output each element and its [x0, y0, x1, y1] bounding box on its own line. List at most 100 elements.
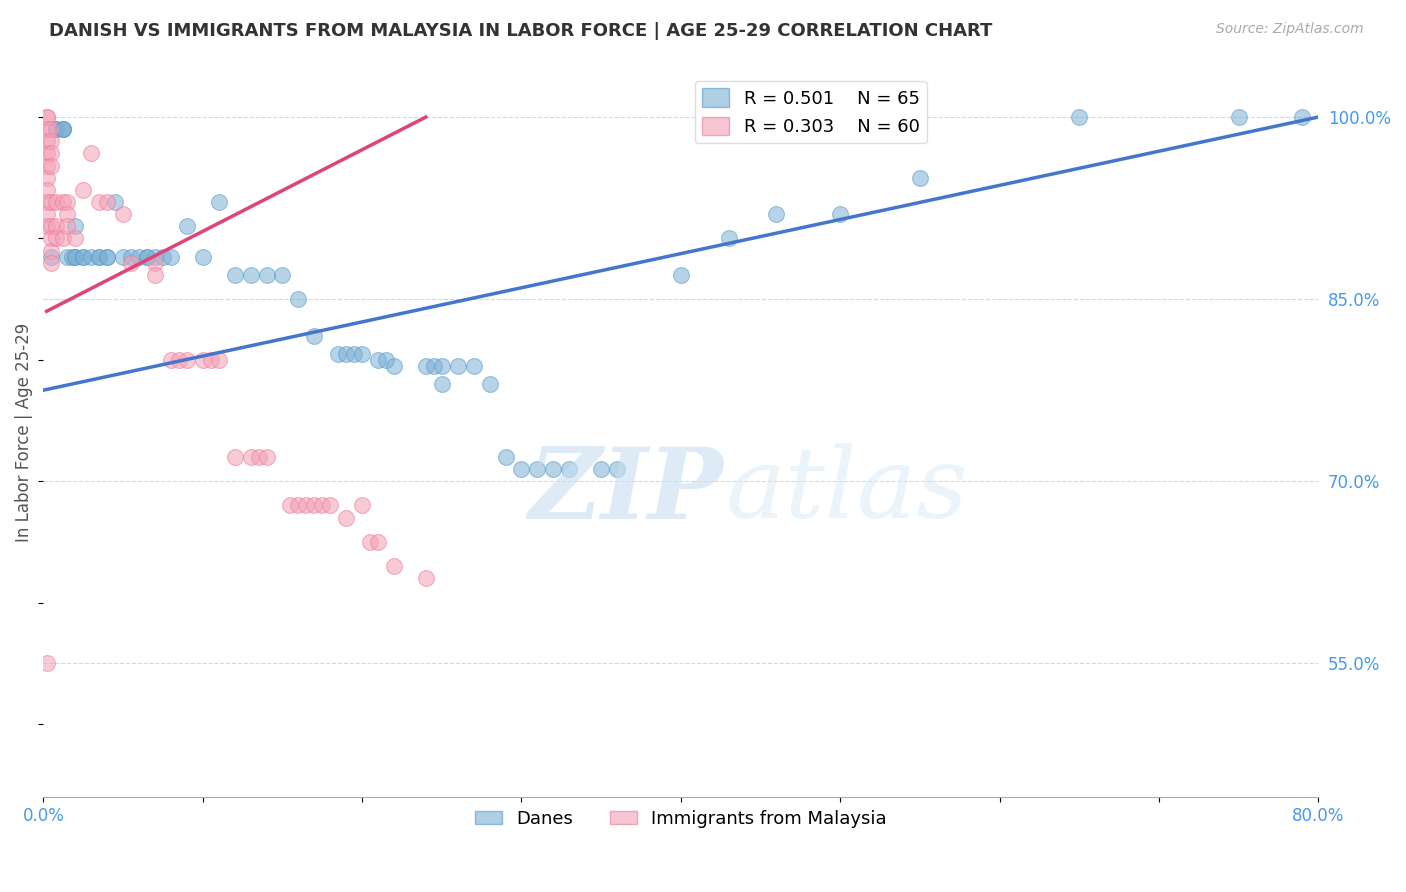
Point [200, 352, 222, 367]
Point [256, 268, 278, 282]
Text: atlas: atlas [725, 443, 969, 539]
Point [96, 194, 118, 209]
Point [35, 657, 58, 671]
Point [167, 352, 190, 367]
Point [41, 256, 63, 270]
Point [104, 194, 127, 209]
Point [765, 207, 787, 221]
Point [120, 256, 142, 270]
Point [89, 250, 111, 264]
Point [335, 347, 357, 361]
Point [1227, 110, 1250, 124]
Point [1069, 110, 1091, 124]
Point [152, 250, 174, 264]
Point [287, 499, 309, 513]
Point [35, 194, 58, 209]
Point [56, 194, 79, 209]
Point [335, 510, 357, 524]
Point [176, 219, 198, 234]
Point [41, 194, 63, 209]
Point [160, 250, 183, 264]
Point [191, 250, 214, 264]
Point [463, 359, 485, 373]
Point [375, 352, 398, 367]
Point [478, 377, 501, 392]
Y-axis label: In Labor Force | Age 25-29: In Labor Force | Age 25-29 [15, 323, 32, 542]
Point [72, 183, 94, 197]
Point [35, 110, 58, 124]
Point [558, 462, 581, 476]
Point [606, 462, 628, 476]
Point [35, 134, 58, 148]
Point [56, 207, 79, 221]
Point [280, 499, 302, 513]
Point [495, 450, 517, 464]
Point [143, 256, 166, 270]
Point [51, 194, 73, 209]
Point [35, 110, 58, 124]
Point [72, 250, 94, 264]
Point [96, 250, 118, 264]
Point [51, 122, 73, 136]
Point [136, 250, 159, 264]
Point [56, 250, 79, 264]
Text: ZIP: ZIP [527, 442, 723, 539]
Point [112, 207, 135, 221]
Point [423, 359, 446, 373]
Point [41, 244, 63, 258]
Point [382, 359, 405, 373]
Point [328, 347, 350, 361]
Point [65, 250, 87, 264]
Point [526, 462, 548, 476]
Point [367, 352, 389, 367]
Point [247, 450, 270, 464]
Point [112, 250, 135, 264]
Point [60, 250, 83, 264]
Point [343, 347, 366, 361]
Point [136, 250, 159, 264]
Point [319, 499, 342, 513]
Point [352, 347, 374, 361]
Point [128, 250, 150, 264]
Point [45, 194, 67, 209]
Point [295, 499, 318, 513]
Point [89, 194, 111, 209]
Point [256, 450, 278, 464]
Point [359, 535, 381, 549]
Point [271, 268, 294, 282]
Point [908, 170, 931, 185]
Point [352, 499, 374, 513]
Point [239, 450, 262, 464]
Point [65, 250, 87, 264]
Point [1291, 110, 1313, 124]
Point [591, 462, 613, 476]
Point [304, 499, 326, 513]
Point [669, 268, 692, 282]
Point [41, 134, 63, 148]
Point [35, 159, 58, 173]
Point [45, 231, 67, 245]
Point [447, 359, 470, 373]
Point [717, 231, 740, 245]
Point [311, 499, 333, 513]
Point [41, 250, 63, 264]
Point [80, 250, 103, 264]
Point [51, 231, 73, 245]
Point [96, 250, 118, 264]
Point [430, 377, 453, 392]
Point [287, 292, 309, 306]
Point [72, 250, 94, 264]
Point [143, 268, 166, 282]
Point [45, 122, 67, 136]
Point [510, 462, 533, 476]
Point [41, 146, 63, 161]
Point [35, 122, 58, 136]
Point [35, 170, 58, 185]
Point [41, 219, 63, 234]
Legend: Danes, Immigrants from Malaysia: Danes, Immigrants from Malaysia [468, 803, 894, 835]
Point [120, 250, 142, 264]
Point [41, 122, 63, 136]
Point [415, 359, 437, 373]
Point [830, 207, 852, 221]
Point [224, 268, 246, 282]
